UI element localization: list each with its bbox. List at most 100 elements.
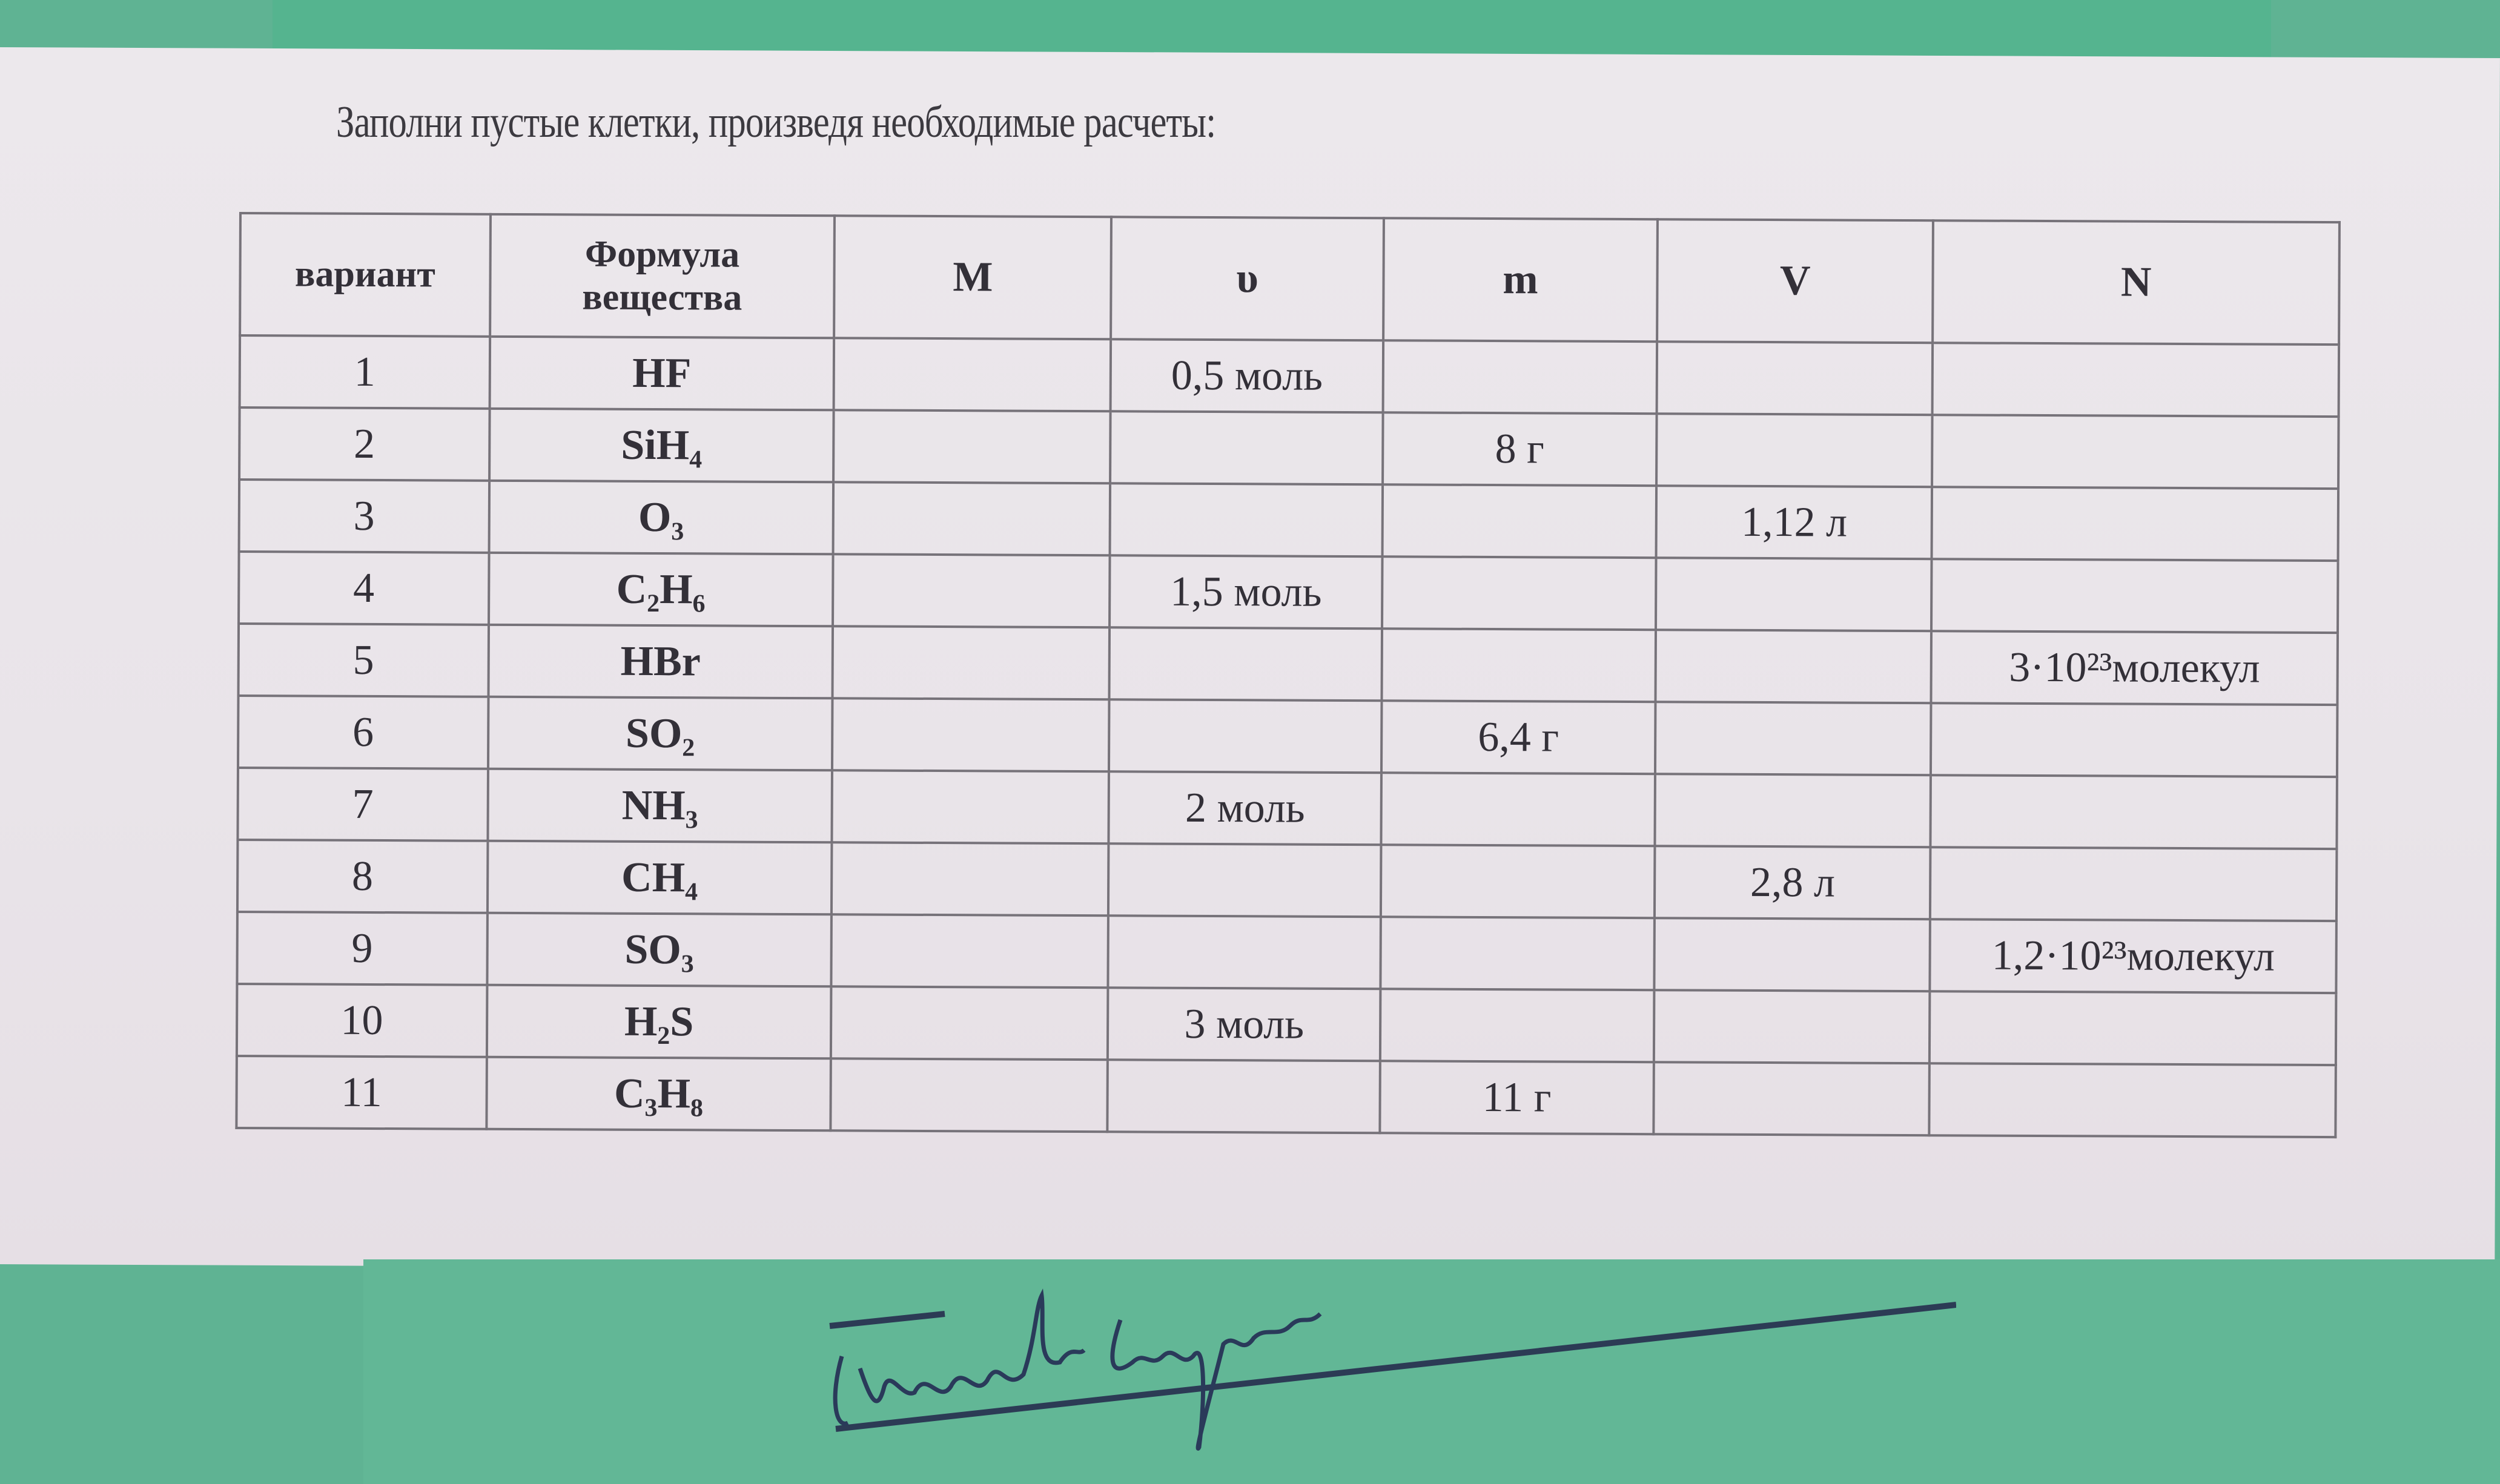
- instruction-text: Заполни пустые клетки, произведя необход…: [336, 97, 1216, 147]
- variant-cell: 1: [239, 335, 490, 409]
- mass-cell: [1381, 773, 1656, 846]
- particles-cell: 3·10²³молекул: [1931, 631, 2338, 705]
- volume-cell: 1,12 л: [1656, 486, 1933, 559]
- handwritten-signature: [829, 1288, 1956, 1451]
- formula-cell: SO₃: [487, 912, 832, 987]
- amount-cell: [1109, 699, 1382, 773]
- signature-scribble: [833, 1288, 1322, 1451]
- formula-cell: HBr: [488, 624, 833, 699]
- mass-cell: 11 г: [1380, 1061, 1654, 1135]
- mass-cell: [1381, 556, 1656, 630]
- variant-cell: 9: [237, 911, 488, 985]
- molar-mass-cell: [833, 410, 1111, 484]
- amount-cell: 0,5 моль: [1111, 339, 1383, 413]
- volume-cell: [1655, 774, 1931, 848]
- molar-mass-cell: [832, 698, 1109, 772]
- particles-cell: [1931, 487, 2339, 561]
- amount-cell: [1108, 843, 1381, 917]
- volume-cell: [1653, 990, 1930, 1064]
- mass-cell: 8 г: [1382, 412, 1657, 486]
- volume-cell: 2,8 л: [1654, 846, 1931, 920]
- volume-cell: [1656, 414, 1933, 487]
- molar-mass-cell: [833, 338, 1111, 412]
- amount-cell: [1109, 627, 1382, 701]
- molar-mass-cell: [832, 770, 1109, 844]
- signature-underline: [829, 1302, 1956, 1432]
- formula-cell: C₃H₈: [486, 1057, 832, 1131]
- table-row: 4 C₂H₆ 1,5 моль: [239, 552, 2338, 633]
- table-row: 9 SO₃ 1,2·10²³молекул: [237, 911, 2336, 994]
- volume-cell: [1656, 558, 1932, 632]
- mass-cell: [1383, 340, 1658, 414]
- amount-cell: [1107, 1060, 1380, 1133]
- molar-mass-cell: [832, 626, 1110, 700]
- variant-cell: 11: [236, 1055, 487, 1129]
- formula-cell: NH₃: [488, 768, 833, 843]
- particles-cell: 1,2·10²³молекул: [1930, 919, 2336, 994]
- header-amount: υ: [1111, 217, 1384, 341]
- variant-cell: 2: [239, 407, 490, 481]
- table-row: 10 H₂S 3 моль: [236, 983, 2336, 1066]
- particles-cell: [1930, 991, 2336, 1066]
- molar-mass-cell: [831, 986, 1108, 1060]
- variant-cell: 5: [238, 624, 489, 697]
- header-mass: m: [1383, 218, 1658, 342]
- formula-cell: H₂S: [486, 984, 832, 1059]
- particles-cell: [1932, 415, 2339, 489]
- mass-cell: [1381, 628, 1656, 702]
- particles-cell: [1930, 775, 2337, 849]
- particles-cell: [1930, 847, 2337, 922]
- green-folder-bottom: [363, 1259, 2500, 1484]
- formula-cell: SO₂: [488, 696, 833, 771]
- formula-cell: C₂H₆: [488, 552, 833, 627]
- volume-cell: [1655, 702, 1931, 776]
- mass-cell: [1382, 484, 1657, 558]
- header-volume: V: [1657, 219, 1934, 343]
- molar-mass-cell: [831, 914, 1109, 988]
- mass-cell: [1380, 917, 1655, 991]
- volume-cell: [1655, 630, 1932, 704]
- variant-cell: 8: [237, 839, 488, 913]
- particles-cell: [1931, 559, 2338, 633]
- amount-cell: 3 моль: [1108, 988, 1381, 1061]
- header-particles: N: [1933, 220, 2340, 345]
- formula-cell: CH₄: [487, 840, 832, 915]
- particles-cell: [1929, 1063, 2336, 1138]
- molar-mass-cell: [830, 1058, 1108, 1132]
- chemistry-table: вариант Формула вещества M υ m V N 1 HF 0,…: [235, 212, 2341, 1138]
- table-row: 1 HF 0,5 моль: [239, 335, 2340, 417]
- formula-cell: SiH₄: [489, 408, 834, 483]
- table-row: 5 HBr 3·10²³молекул: [238, 624, 2338, 705]
- header-molar-mass: M: [834, 216, 1112, 340]
- variant-cell: 6: [237, 696, 489, 769]
- variant-cell: 10: [236, 983, 488, 1057]
- table-row: 2 SiH₄ 8 г: [239, 407, 2339, 489]
- volume-cell: [1654, 918, 1931, 992]
- header-formula: Формула вещества: [489, 214, 835, 338]
- table-row: 8 CH₄ 2,8 л: [237, 839, 2337, 922]
- amount-cell: 2 моль: [1108, 771, 1381, 845]
- amount-cell: [1108, 915, 1381, 989]
- variant-cell: 7: [237, 768, 488, 841]
- particles-cell: [1931, 703, 2338, 777]
- mass-cell: [1380, 845, 1655, 918]
- particles-cell: [1932, 343, 2340, 417]
- formula-cell: HF: [489, 336, 835, 411]
- header-variant: вариант: [240, 213, 491, 337]
- amount-cell: [1110, 411, 1383, 485]
- mass-cell: [1380, 989, 1655, 1063]
- volume-cell: [1656, 341, 1933, 415]
- mass-cell: 6,4 г: [1381, 701, 1656, 774]
- table-row: 11 C₃H₈ 11 г: [236, 1055, 2336, 1138]
- molar-mass-cell: [833, 482, 1111, 556]
- volume-cell: [1653, 1062, 1930, 1136]
- formula-cell: O₃: [489, 480, 834, 555]
- molar-mass-cell: [832, 842, 1109, 916]
- amount-cell: [1109, 483, 1383, 557]
- table-row: 7 NH₃ 2 моль: [237, 768, 2337, 849]
- table-row: 6 SO₂ 6,4 г: [237, 696, 2338, 777]
- header-row: вариант Формула вещества M υ m V N: [240, 213, 2340, 345]
- amount-cell: 1,5 моль: [1109, 555, 1383, 629]
- variant-cell: 4: [239, 552, 489, 625]
- variant-cell: 3: [239, 480, 489, 553]
